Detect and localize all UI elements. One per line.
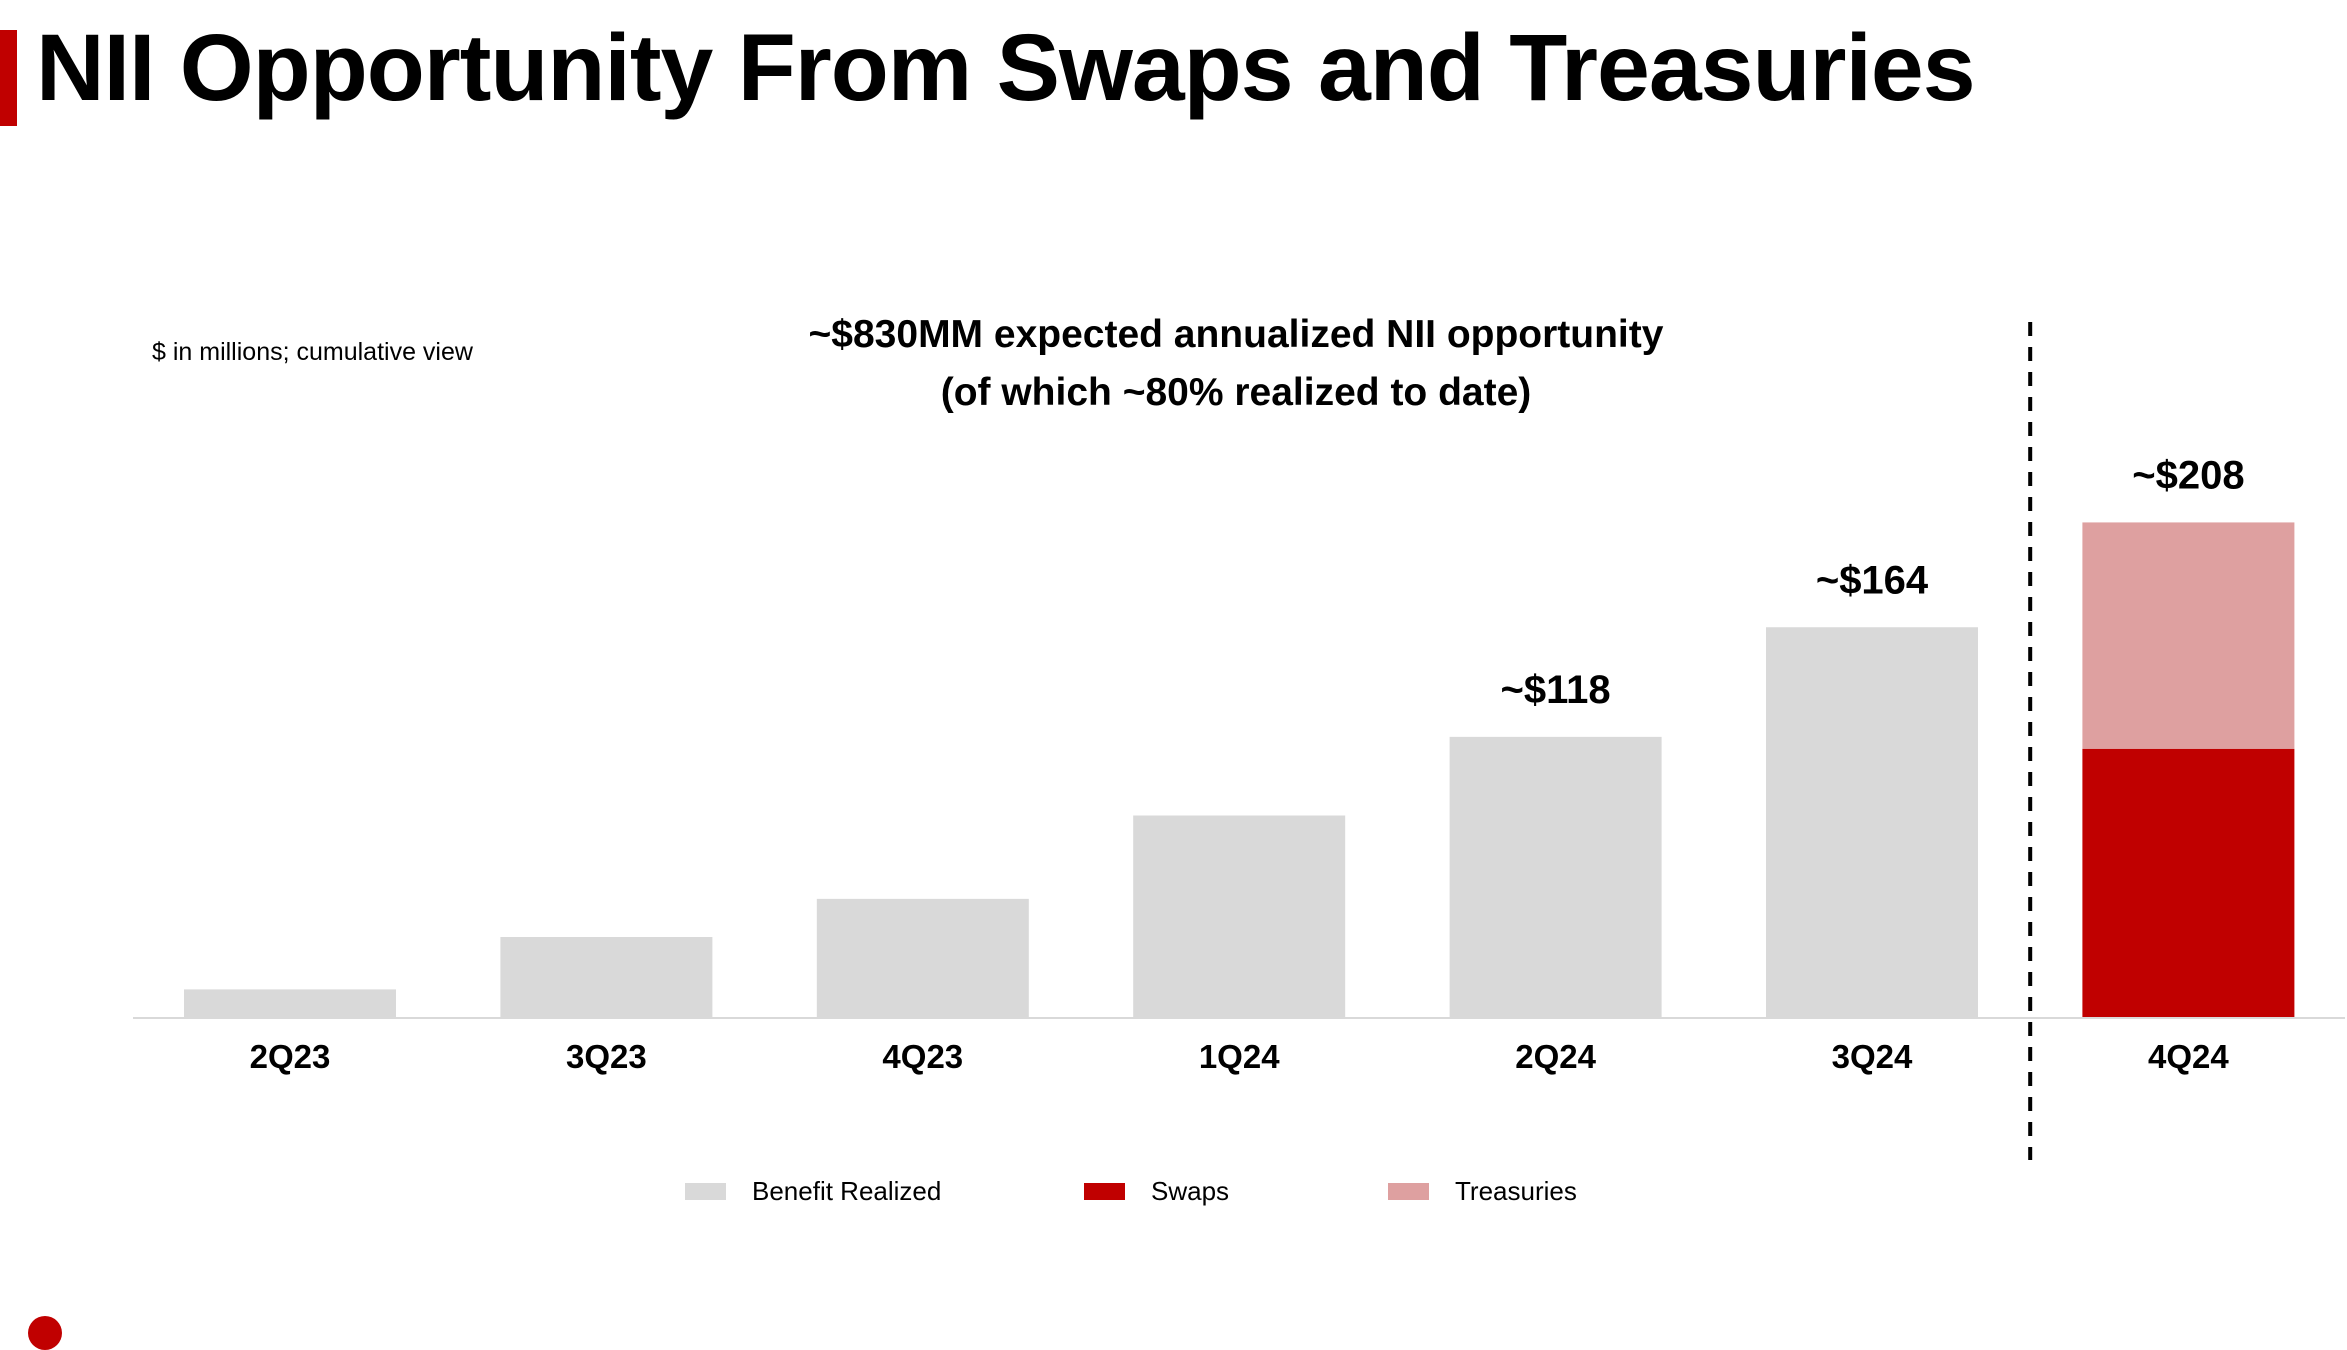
legend-label-benefit-realized: Benefit Realized: [752, 1176, 942, 1206]
x-tick-label-1q24: 1Q24: [1199, 1038, 1280, 1075]
legend-item-benefit-realized: Benefit Realized: [685, 1176, 941, 1207]
value-label-4q24: ~$208: [2132, 453, 2244, 497]
title-accent-bar: [0, 30, 17, 126]
value-label-2q24: ~$118: [1501, 668, 1611, 712]
category-labels-group: 2Q23 3Q23 4Q23 1Q24 2Q24 3Q24 4Q24: [250, 1038, 2230, 1075]
x-tick-label-4q23: 4Q23: [882, 1038, 963, 1075]
value-label-3q24: ~$164: [1816, 558, 1929, 602]
logo-mark: [28, 1316, 62, 1350]
bar-3q24-benefit-realized: [1766, 627, 1978, 1018]
legend-item-swaps: Swaps: [1084, 1176, 1229, 1207]
bar-4q23-benefit-realized: [816, 898, 1029, 1018]
x-tick-label-4q24: 4Q24: [2148, 1038, 2229, 1075]
legend-swatch-benefit-realized: [685, 1183, 726, 1200]
x-tick-label-3q24: 3Q24: [1832, 1038, 1913, 1075]
headline-line-2: (of which ~80% realized to date): [940, 371, 1532, 414]
x-tick-label-2q24: 2Q24: [1515, 1038, 1596, 1075]
chart-legend: Benefit Realized Swaps Treasuries: [0, 1176, 2347, 1216]
chart-headline: ~$830MM expected annualized NII opportun…: [736, 306, 1736, 422]
bar-2q23-benefit-realized: [184, 989, 396, 1018]
bar-1q24-benefit-realized: [1133, 815, 1346, 1018]
legend-swatch-swaps: [1084, 1183, 1125, 1200]
legend-label-treasuries: Treasuries: [1455, 1176, 1577, 1206]
legend-item-treasuries: Treasuries: [1388, 1176, 1577, 1207]
value-labels-group: ~$118 ~$164 ~$208: [1501, 453, 2245, 711]
bars-group: [184, 522, 2295, 1018]
legend-swatch-treasuries: [1388, 1183, 1429, 1200]
bar-4q24-swaps: [2082, 748, 2295, 1018]
bar-4q24-treasuries: [2082, 522, 2295, 749]
bar-3q23-benefit-realized: [500, 936, 713, 1018]
headline-line-1: ~$830MM expected annualized NII opportun…: [808, 313, 1664, 356]
x-tick-label-3q23: 3Q23: [566, 1038, 647, 1075]
page-title: NII Opportunity From Swaps and Treasurie…: [36, 15, 1976, 121]
units-note: $ in millions; cumulative view: [152, 338, 473, 366]
legend-label-swaps: Swaps: [1151, 1176, 1230, 1206]
bar-2q24-benefit-realized: [1449, 736, 1662, 1018]
x-tick-label-2q23: 2Q23: [250, 1038, 331, 1075]
